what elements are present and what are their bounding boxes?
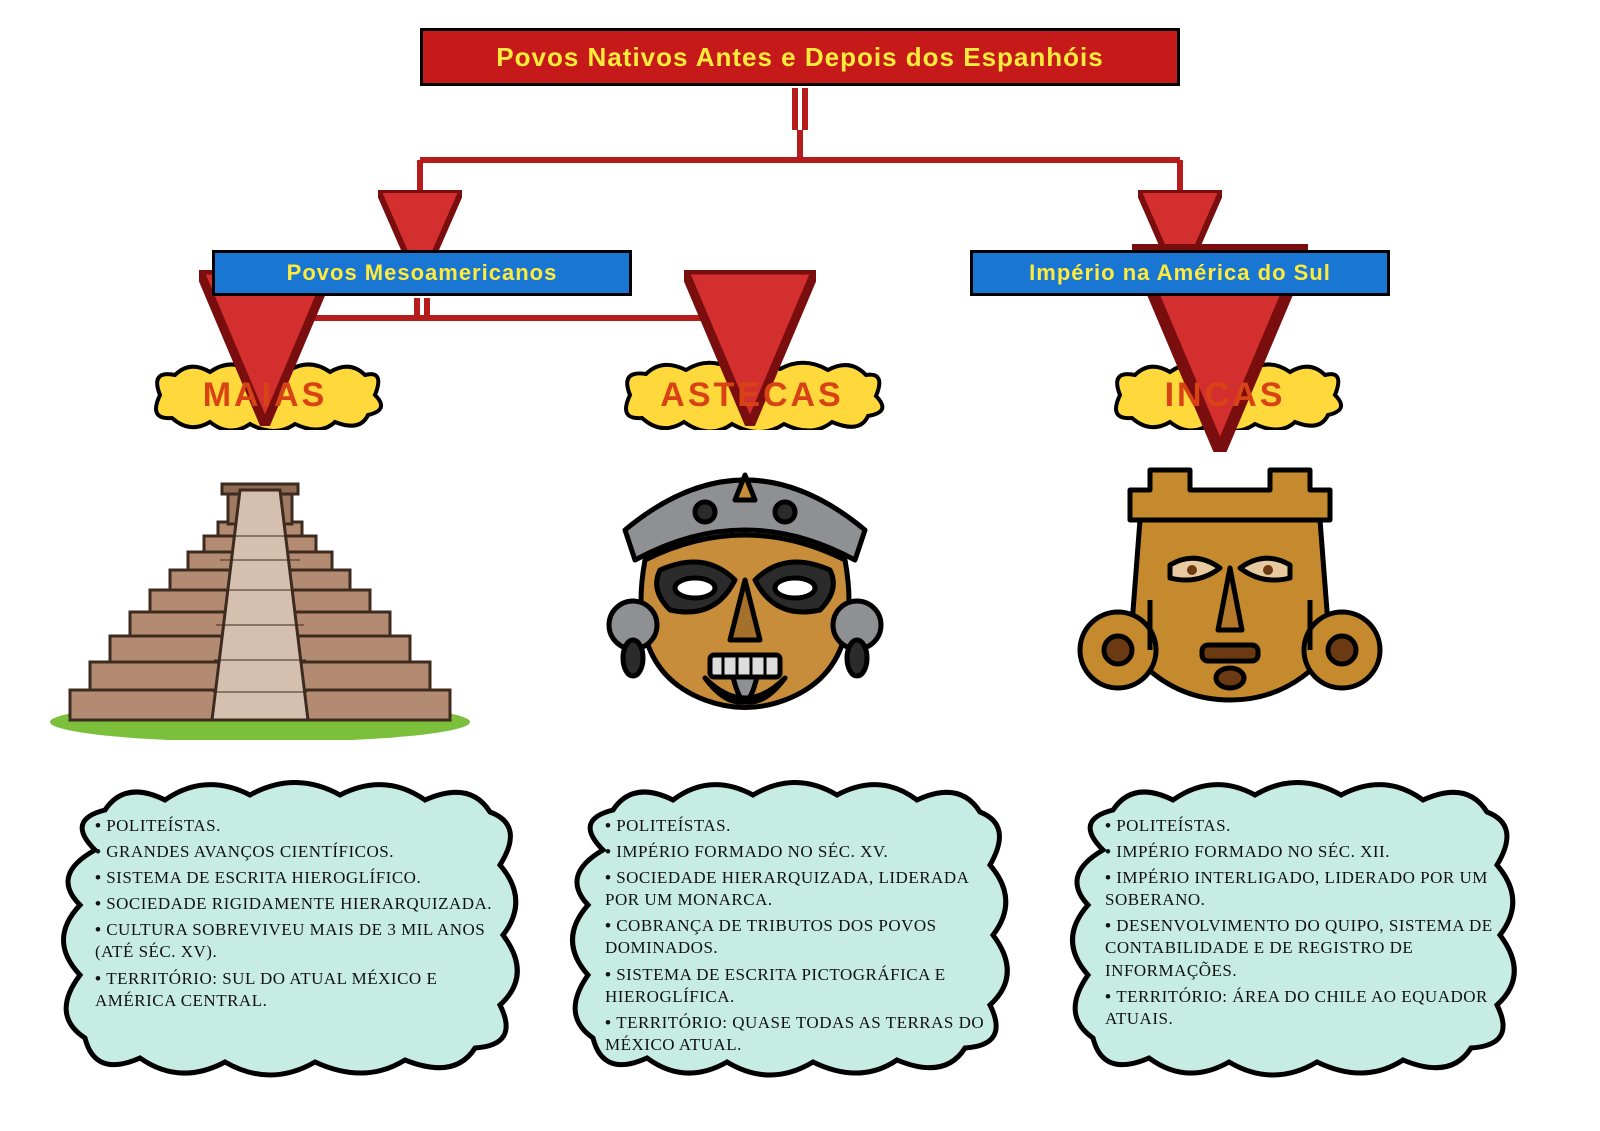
info-bullet: Território: área do Chile ao Equador atu… [1105, 986, 1495, 1030]
info-astecas: Politeístas. Império formado no séc. XV. S… [565, 780, 1015, 1080]
info-bullet: Império formado no séc. XII. [1105, 841, 1495, 863]
label-astecas-text: ASTECAS [660, 376, 843, 414]
info-bullet: Cultura sobreviveu mais de 3 mil anos (a… [95, 919, 495, 963]
info-bullet: Império formado no séc. XV. [605, 841, 985, 863]
main-title: Povos Nativos Antes e Depois dos Espanhó… [420, 28, 1180, 86]
info-bullet: Sistema de escrita hieroglífico. [95, 867, 495, 889]
info-bullet: Império interligado, liderado por um sob… [1105, 867, 1495, 911]
sub-left-text: Povos Mesoamericanos [287, 260, 558, 286]
info-bullet: Desenvolvimento do quipo, sistema de con… [1105, 915, 1495, 981]
info-maias: Politeístas. Grandes avanços científicos.… [55, 780, 525, 1080]
label-maias-text: MAIAS [203, 376, 328, 414]
info-bullet: Politeístas. [605, 815, 985, 837]
pyramid-icon [40, 440, 480, 740]
info-bullet: Sociedade hierarquizada, liderada por um… [605, 867, 985, 911]
info-maias-list: Politeístas. Grandes avanços científicos.… [95, 815, 495, 1016]
main-title-text: Povos Nativos Antes e Depois dos Espanhó… [496, 42, 1103, 73]
info-bullet: Cobrança de tributos dos povos dominados… [605, 915, 985, 959]
subcategory-south-america: Império na América do Sul [970, 250, 1390, 296]
label-incas-text: INCAS [1165, 376, 1286, 414]
info-incas-list: Politeístas. Império formado no séc. XII.… [1105, 815, 1495, 1034]
label-incas: INCAS [1100, 360, 1350, 430]
info-incas: Politeístas. Império formado no séc. XII.… [1065, 780, 1525, 1080]
sub-right-text: Império na América do Sul [1029, 260, 1331, 286]
info-bullet: Politeístas. [95, 815, 495, 837]
inca-mask-icon [1030, 450, 1430, 730]
info-astecas-list: Politeístas. Império formado no séc. XV. S… [605, 815, 985, 1060]
info-bullet: Território: sul do atual México e Améric… [95, 968, 495, 1012]
label-astecas: ASTECAS [612, 360, 892, 430]
info-bullet: Grandes avanços científicos. [95, 841, 495, 863]
info-bullet: Território: quase todas as terras do Méx… [605, 1012, 985, 1056]
info-bullet: Sistema de escrita pictográfica e hierog… [605, 964, 985, 1008]
info-bullet: Politeístas. [1105, 815, 1495, 837]
info-bullet: Sociedade rigidamente hierarquizada. [95, 893, 495, 915]
label-maias: MAIAS [140, 360, 390, 430]
aztec-mask-icon [555, 450, 935, 730]
subcategory-mesoamerican: Povos Mesoamericanos [212, 250, 632, 296]
